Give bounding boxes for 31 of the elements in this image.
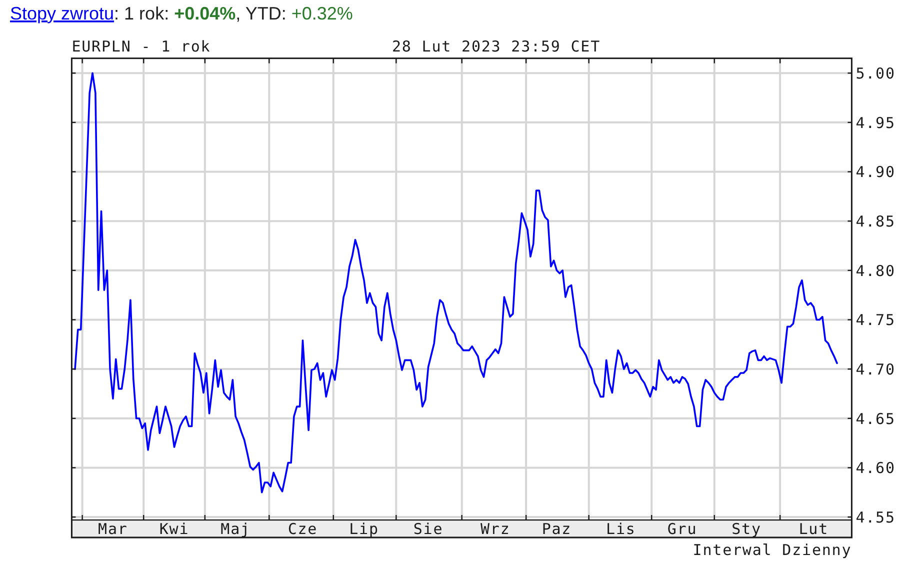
chart-subtitle: 28 Lut 2023 23:59 CET xyxy=(392,38,601,56)
x-tick-label: Sty xyxy=(732,520,762,538)
y-tick-label: 4.70 xyxy=(856,360,896,378)
y-tick-label: 5.00 xyxy=(856,64,896,82)
text: Stopy zwrotu xyxy=(10,4,114,24)
x-tick-label: Wrz xyxy=(480,520,510,538)
y-tick-label: 4.60 xyxy=(856,459,896,478)
x-tick-label: Lip xyxy=(349,520,379,538)
line-series xyxy=(74,72,838,494)
text: Interwal Dzienny xyxy=(692,541,852,559)
x-tick-label: Maj xyxy=(220,520,250,538)
y-tick-label: 4.65 xyxy=(856,410,896,428)
x-tick-label: Sie xyxy=(413,520,444,538)
x-tick-label: Lis xyxy=(606,520,636,538)
y-tick-label: 4.55 xyxy=(856,508,896,526)
y-tick-label: 4.90 xyxy=(856,163,896,182)
y-tick-label: 4.85 xyxy=(856,212,896,230)
y-tick-label: 4.80 xyxy=(856,262,896,280)
x-tick-label: Gru xyxy=(667,520,698,538)
x-tick-label: Paz xyxy=(542,520,572,538)
x-tick-label: Kwi xyxy=(159,520,190,538)
text: +0.04% xyxy=(174,4,236,24)
text: +0.32% xyxy=(291,4,353,24)
x-tick-label: Cze xyxy=(288,520,318,538)
x-tick-label: Lut xyxy=(798,520,829,538)
y-tick-label: 4.95 xyxy=(856,114,896,132)
text: : 1 rok: xyxy=(114,4,174,24)
chart-title: EURPLN - 1 rok xyxy=(72,38,211,56)
text: , YTD: xyxy=(236,4,292,24)
y-tick-label: 4.75 xyxy=(856,311,896,330)
x-tick-label: Mar xyxy=(98,520,128,538)
